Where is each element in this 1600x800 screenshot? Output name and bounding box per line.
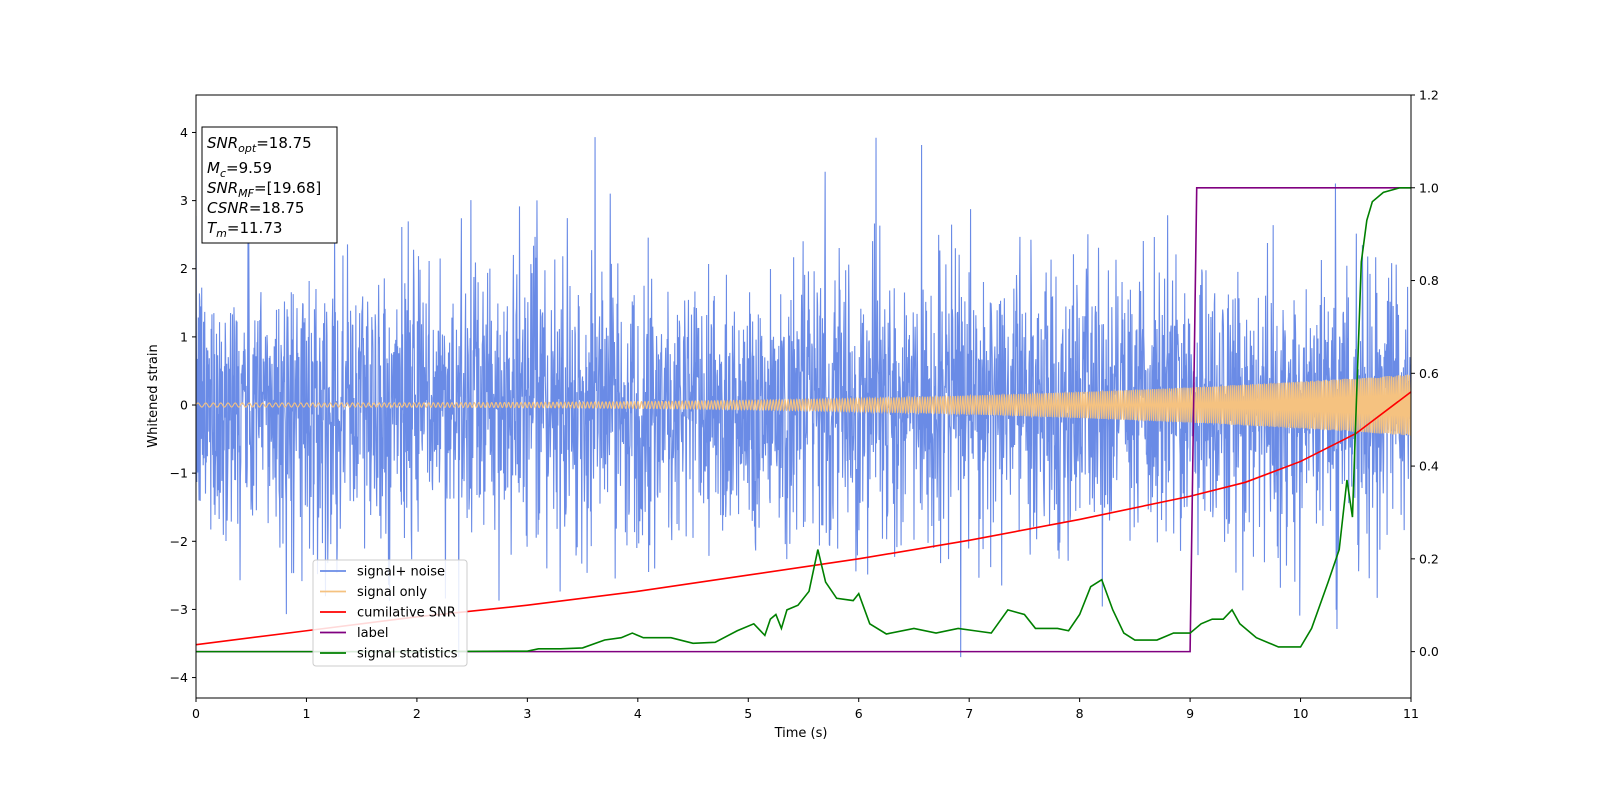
- x-tick-label: 9: [1186, 706, 1194, 721]
- x-tick-label: 6: [855, 706, 863, 721]
- annotation-line: SNRMF=[19.68]: [207, 179, 321, 200]
- y-left-tick-label: 3: [180, 193, 188, 208]
- legend-frame: [312, 559, 468, 667]
- annotation-line: CSNR=18.75: [207, 199, 304, 217]
- y-left-tick-label: −1: [170, 466, 188, 481]
- x-axis-label: Time (s): [774, 726, 828, 741]
- y-left-tick-label: 1: [180, 329, 188, 344]
- y-left-tick-label: −3: [170, 602, 188, 617]
- x-tick-label: 4: [634, 706, 642, 721]
- x-tick-label: 8: [1076, 706, 1084, 721]
- legend-label: cumilative SNR: [357, 606, 456, 621]
- legend-label: signal+ noise: [357, 565, 445, 580]
- x-tick-label: 5: [744, 706, 752, 721]
- series-signal-statistics: [196, 186, 1411, 653]
- legend: signal+ noise signal only cumilative SNR la…: [312, 559, 468, 667]
- annotation-line: Tm=11.73: [207, 219, 282, 240]
- y-left-tick-label: 4: [180, 125, 188, 140]
- plot-frame: [195, 94, 1412, 699]
- x-tick-label: 11: [1403, 706, 1419, 721]
- annotation-line: Mc=9.59: [207, 159, 272, 180]
- y-axis-label: Whitened strain: [146, 344, 161, 447]
- y-right-tick-label: 0.6: [1419, 366, 1439, 381]
- y-left-tick-label: 2: [180, 261, 188, 276]
- x-tick-label: 10: [1293, 706, 1309, 721]
- x-tick-label: 0: [192, 706, 200, 721]
- y-left-tick-label: −4: [170, 670, 188, 685]
- y-left-tick-label: 0: [180, 398, 188, 413]
- series-signal-noise: [196, 137, 1411, 658]
- y-right-tick-label: 1.2: [1419, 88, 1439, 103]
- y-right-tick-label: 1.0: [1419, 180, 1439, 195]
- annotation-frame: [201, 126, 338, 244]
- x-tick-label: 7: [965, 706, 973, 721]
- legend-label: signal only: [357, 585, 427, 600]
- x-tick-label: 2: [413, 706, 421, 721]
- y-axis-right: 1.2 1.0 0.8 0.6 0.4 0.2 0.0: [1411, 88, 1439, 659]
- x-tick-label: 1: [302, 706, 310, 721]
- annotation-line: SNRopt=18.75: [207, 134, 312, 155]
- x-tick-label: 3: [523, 706, 531, 721]
- y-left-tick-label: −2: [170, 534, 188, 549]
- y-right-tick-label: 0.2: [1419, 551, 1439, 566]
- legend-label: label: [357, 626, 388, 641]
- legend-label: signal statistics: [357, 647, 458, 662]
- y-axis-left: 4 3 2 1 0 −1 −2 −3 −4: [170, 125, 196, 685]
- series-label: [196, 186, 1411, 653]
- x-axis: 0 1 2 3 4 5 6 7 8 9 10 11: [192, 698, 1419, 721]
- annotation-box: SNRopt=18.75 Mc=9.59SNRMF=[19.68]CSNR=18.…: [201, 126, 338, 244]
- y-right-tick-label: 0.4: [1419, 459, 1439, 474]
- y-right-tick-label: 0.8: [1419, 273, 1439, 288]
- series-signal-only: [196, 374, 1411, 436]
- y-right-tick-label: 0.0: [1419, 644, 1439, 659]
